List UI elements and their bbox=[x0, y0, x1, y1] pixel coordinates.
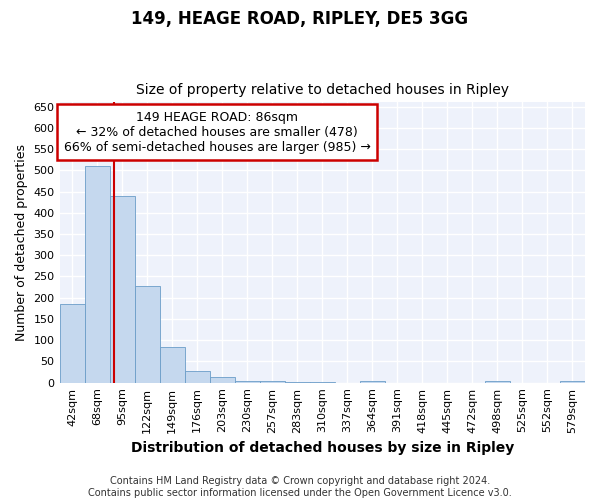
X-axis label: Distribution of detached houses by size in Ripley: Distribution of detached houses by size … bbox=[131, 441, 514, 455]
Bar bbox=[209, 377, 235, 382]
Bar bbox=[485, 380, 510, 382]
Bar bbox=[85, 166, 110, 382]
Text: 149, HEAGE ROAD, RIPLEY, DE5 3GG: 149, HEAGE ROAD, RIPLEY, DE5 3GG bbox=[131, 10, 469, 28]
Bar bbox=[160, 348, 185, 382]
Bar bbox=[185, 371, 209, 382]
Bar bbox=[134, 286, 160, 382]
Title: Size of property relative to detached houses in Ripley: Size of property relative to detached ho… bbox=[136, 83, 509, 97]
Bar bbox=[110, 196, 134, 382]
Text: Contains HM Land Registry data © Crown copyright and database right 2024.
Contai: Contains HM Land Registry data © Crown c… bbox=[88, 476, 512, 498]
Bar bbox=[360, 380, 385, 382]
Bar bbox=[560, 380, 585, 382]
Bar bbox=[59, 304, 85, 382]
Text: 149 HEAGE ROAD: 86sqm
← 32% of detached houses are smaller (478)
66% of semi-det: 149 HEAGE ROAD: 86sqm ← 32% of detached … bbox=[64, 110, 371, 154]
Bar bbox=[260, 380, 285, 382]
Y-axis label: Number of detached properties: Number of detached properties bbox=[15, 144, 28, 341]
Bar bbox=[235, 380, 260, 382]
